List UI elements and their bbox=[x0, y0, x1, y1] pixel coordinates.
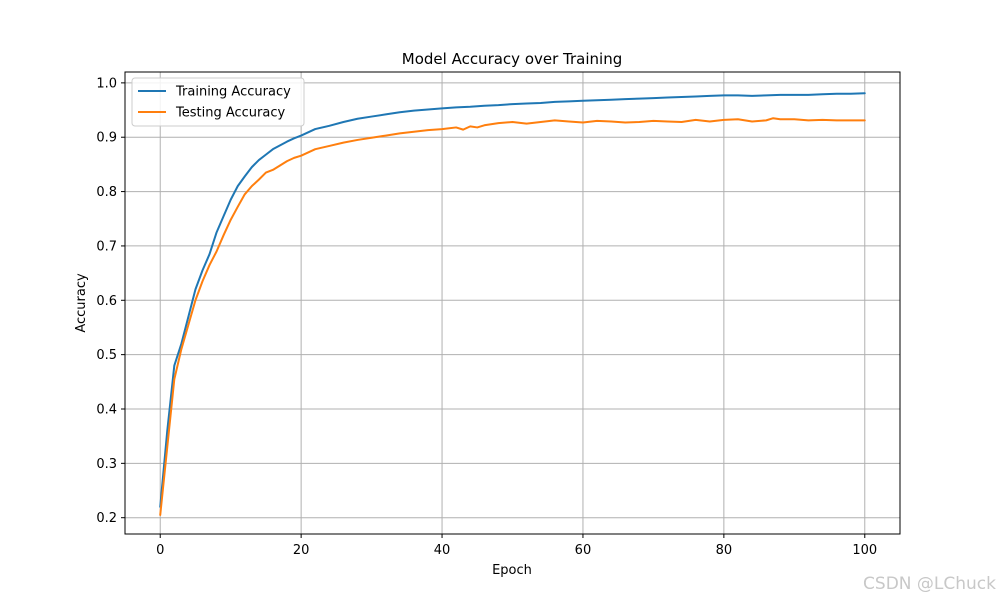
legend-label-testing-accuracy: Testing Accuracy bbox=[175, 106, 285, 121]
x-axis-label: Epoch bbox=[492, 563, 532, 578]
series-line-training-accuracy bbox=[159, 92, 866, 508]
x-tick-label: 40 bbox=[434, 543, 451, 558]
y-tick-label: 0.3 bbox=[96, 457, 117, 472]
series-line-testing-accuracy bbox=[159, 117, 866, 516]
x-tick-label: 60 bbox=[575, 543, 592, 558]
y-tick-label: 0.7 bbox=[96, 239, 117, 254]
x-tick-label: 100 bbox=[852, 543, 877, 558]
x-tick-label: 20 bbox=[293, 543, 310, 558]
legend-label-training-accuracy: Training Accuracy bbox=[175, 85, 291, 100]
axis-ticks: 0 20 40 60 80 100 0.2 0.3 0.4 0.5 0.6 0.7 0.8 0.9 1.0 bbox=[96, 76, 877, 558]
legend: Training Accuracy Testing Accuracy bbox=[131, 77, 305, 127]
grid bbox=[125, 72, 900, 534]
chart-title: Model Accuracy over Training bbox=[402, 50, 622, 68]
plot-area-frame bbox=[124, 71, 901, 535]
y-tick-label: 1.0 bbox=[96, 76, 117, 91]
y-tick-label: 0.5 bbox=[96, 348, 117, 363]
y-tick-label: 0.9 bbox=[96, 131, 117, 146]
x-tick-label: 0 bbox=[156, 543, 164, 558]
y-axis-label: Accuracy bbox=[74, 273, 89, 333]
series-lines bbox=[159, 92, 866, 516]
y-tick-label: 0.4 bbox=[96, 402, 117, 417]
x-tick-label: 80 bbox=[716, 543, 733, 558]
watermark-text: CSDN @LChuck bbox=[863, 574, 996, 594]
legend-box bbox=[131, 77, 305, 127]
y-tick-label: 0.2 bbox=[96, 511, 117, 526]
y-tick-label: 0.8 bbox=[96, 185, 117, 200]
y-tick-label: 0.6 bbox=[96, 294, 117, 309]
